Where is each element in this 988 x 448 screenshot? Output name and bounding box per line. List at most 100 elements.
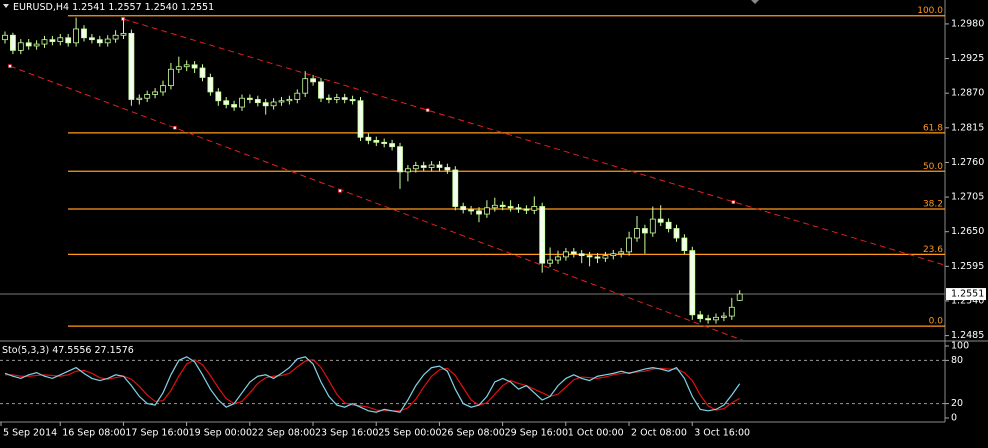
candle-body <box>270 101 277 107</box>
candle-body <box>586 255 593 258</box>
candle-body <box>136 97 143 100</box>
candle-body <box>578 253 585 257</box>
fib-label: 23.6 <box>923 245 943 255</box>
candle-body <box>665 221 672 229</box>
y-tick-label: 1.2485 <box>951 330 984 341</box>
x-tick-label: 1 Oct 00:00 <box>568 428 624 439</box>
candle-body <box>294 92 301 100</box>
candle-body <box>594 256 601 259</box>
candle-body <box>642 228 648 234</box>
fib-label: 100.0 <box>917 6 943 16</box>
candle-body <box>325 97 332 100</box>
candle-body <box>444 167 451 171</box>
y-tick-label: 1.2760 <box>951 157 984 168</box>
sto-tick-label: 80 <box>951 355 963 366</box>
y-tick-label: 1.2980 <box>951 18 984 29</box>
plot-area <box>0 15 945 340</box>
candle-body <box>499 204 506 207</box>
candle-body <box>736 293 743 301</box>
fib-label: 38.2 <box>923 200 943 210</box>
candle-body <box>167 68 174 87</box>
x-tick-label: 23 Sep 16:00 <box>315 428 378 439</box>
candle-body <box>547 259 553 264</box>
candle-body <box>381 141 388 144</box>
channel-line <box>122 18 945 266</box>
candle-body <box>452 169 459 207</box>
channel-anchor <box>8 64 12 69</box>
candle-body <box>215 91 222 102</box>
channel-anchor <box>425 108 430 113</box>
candle-body <box>89 37 95 41</box>
channel-anchor <box>172 125 177 130</box>
channel-anchor <box>731 200 736 205</box>
candle-body <box>491 204 498 209</box>
x-tick-label: 22 Sep 08:00 <box>252 428 315 439</box>
candle-body <box>523 208 530 211</box>
candle-body <box>191 64 198 69</box>
candle-body <box>9 34 16 51</box>
x-tick-label: 17 Sep 16:00 <box>125 428 188 439</box>
candle-body <box>515 207 522 210</box>
candle-body <box>539 206 546 264</box>
candle-body <box>341 97 348 100</box>
symbol-header: EURUSD,H4 1.2541 1.2557 1.2540 1.2551 <box>13 2 214 13</box>
candle-body <box>468 209 475 212</box>
x-tick-label: 16 Sep 08:00 <box>62 428 125 439</box>
last-price-box <box>946 288 986 301</box>
candle-body <box>120 32 127 36</box>
candle-body <box>389 143 396 148</box>
candle-body <box>33 43 40 47</box>
candle-body <box>555 256 561 261</box>
candle-body <box>96 39 103 44</box>
candle-body <box>57 37 64 42</box>
candle-body <box>302 78 309 94</box>
fib-label: 50.0 <box>923 162 943 172</box>
candle-body <box>112 34 119 40</box>
sto-tick-label: 100 <box>951 341 969 352</box>
candle-body <box>697 314 704 319</box>
x-tick-label: 3 Oct 16:00 <box>694 428 750 439</box>
candle-body <box>428 164 435 168</box>
candle-body <box>673 228 680 239</box>
channel-anchor <box>338 188 342 193</box>
candle-body <box>713 316 719 321</box>
candle-body <box>618 251 625 255</box>
x-tick-label: 29 Sep 16:00 <box>505 428 568 439</box>
y-tick-label: 1.2705 <box>951 192 984 203</box>
candle-body <box>128 32 135 100</box>
candle-body <box>563 251 569 258</box>
candle-body <box>223 100 230 105</box>
y-tick-label: 1.2650 <box>951 226 984 237</box>
candle-body <box>199 67 206 78</box>
candle-body <box>483 207 490 215</box>
y-tick-label: 1.2815 <box>951 122 984 133</box>
stochastic-header: Sto(5,3,3) 47.5556 27.1576 <box>2 345 134 356</box>
candle-body <box>657 218 664 223</box>
candle-body <box>144 94 151 99</box>
candle-body <box>65 37 72 44</box>
shift-marker[interactable] <box>751 0 759 4</box>
candle-body <box>634 228 640 239</box>
candle-body <box>231 104 238 108</box>
candle-body <box>41 39 48 45</box>
candle-body <box>25 42 32 47</box>
candle-body <box>286 99 293 102</box>
candle-body <box>81 28 87 39</box>
candle-body <box>49 39 56 42</box>
candle-body <box>104 38 111 44</box>
candle-body <box>397 146 403 173</box>
candle-body <box>602 255 609 259</box>
candle-body <box>239 97 245 108</box>
candle-body <box>531 206 538 211</box>
menu-arrow[interactable] <box>3 4 9 8</box>
candle-body <box>507 206 514 209</box>
candle-body <box>728 306 735 317</box>
candle-body <box>460 206 467 211</box>
y-tick-label: 1.2595 <box>951 261 984 272</box>
candle-body <box>2 34 8 41</box>
candle-body <box>349 99 356 102</box>
candle-body <box>333 97 340 100</box>
candle-body <box>318 81 324 99</box>
x-tick-label: 5 Sep 2014 <box>3 428 57 439</box>
